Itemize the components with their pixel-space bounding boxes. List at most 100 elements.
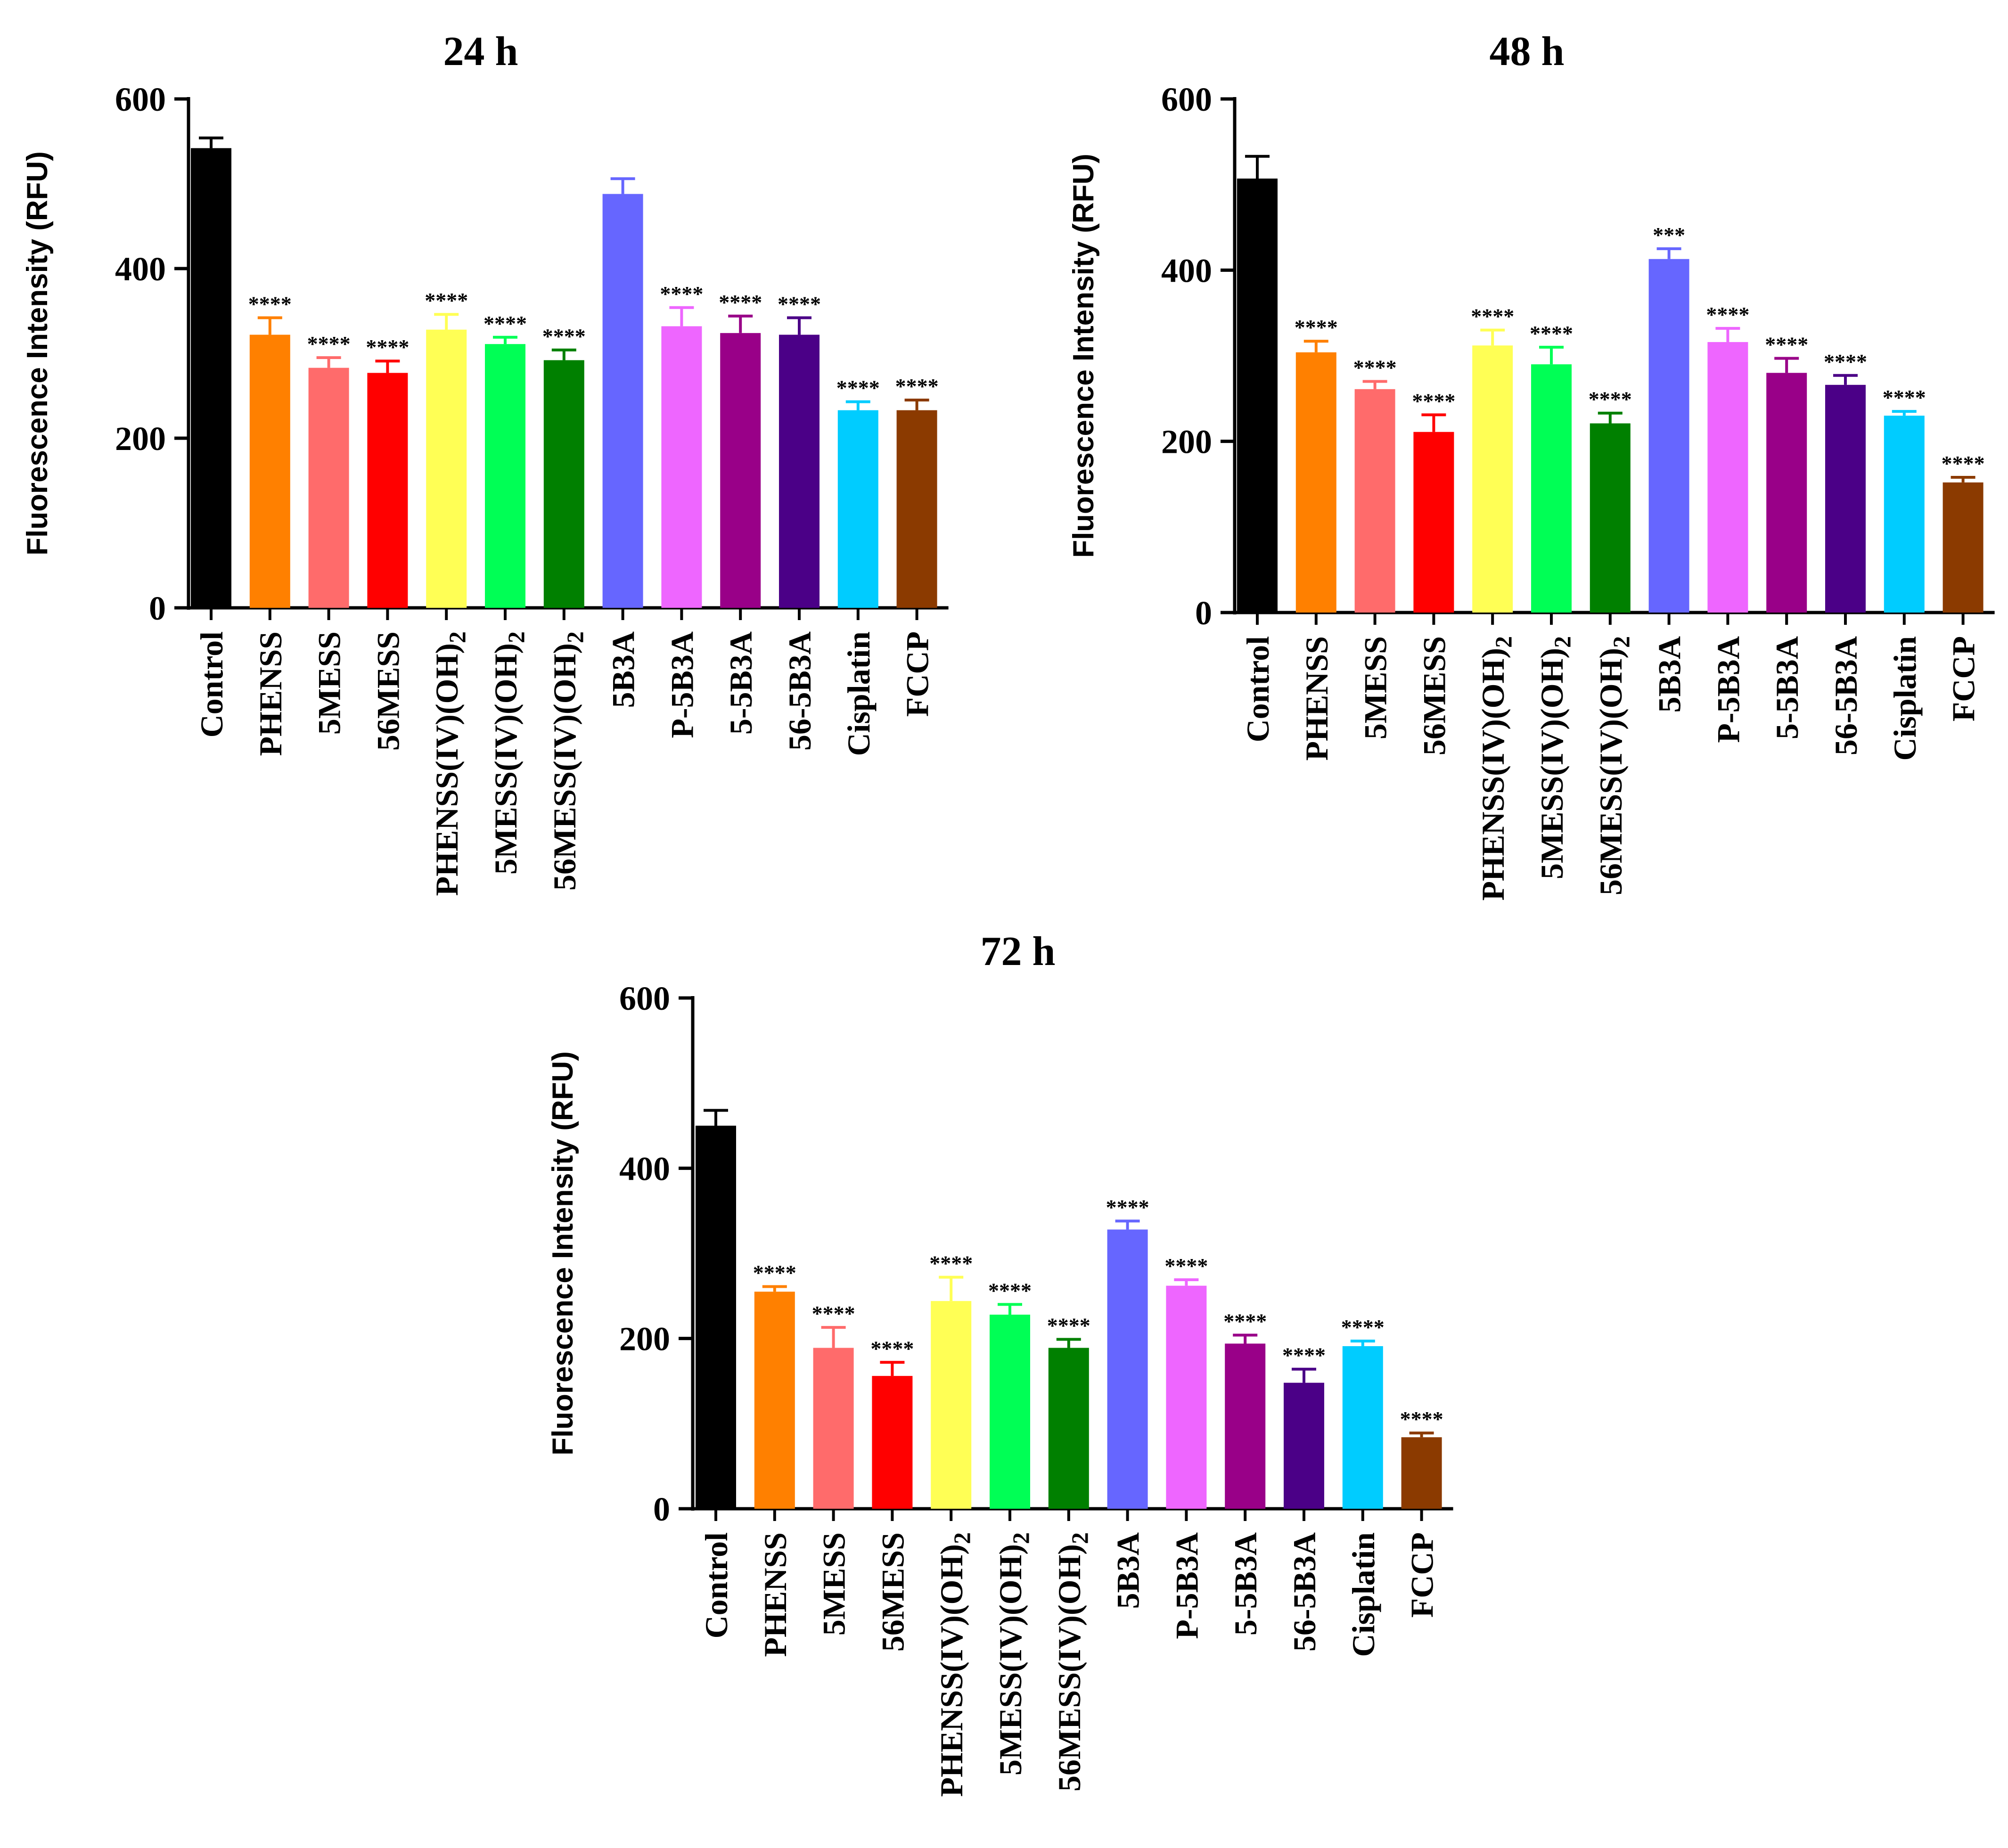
bar	[1295, 352, 1336, 613]
y-tick-label: 400	[619, 1150, 670, 1187]
x-tick-label: 5MESS	[311, 631, 347, 735]
bar	[661, 326, 702, 608]
x-tick-label: PHENSS(IV)(OH)2	[1475, 636, 1516, 900]
x-tick-label: PHENSS(IV)(OH)2	[429, 631, 470, 896]
significance-label: ****	[366, 335, 409, 359]
x-tick-label: 5MESS(IV)(OH)2	[488, 631, 529, 875]
significance-label: ****	[778, 292, 821, 316]
bar	[543, 360, 584, 608]
significance-label: ****	[1412, 389, 1455, 413]
bar	[754, 1292, 795, 1509]
significance-label: ****	[1471, 304, 1514, 328]
x-tick-label: P-5B3A	[664, 631, 700, 738]
bar	[1342, 1346, 1383, 1509]
y-tick-label: 200	[1161, 423, 1212, 461]
significance-label: ****	[988, 1278, 1032, 1302]
x-tick-label: 5B3A	[1110, 1532, 1146, 1609]
bar	[872, 1376, 913, 1509]
bar	[931, 1301, 972, 1509]
bar	[249, 335, 290, 608]
x-tick-label: 56MESS(IV)(OH)2	[547, 631, 588, 891]
x-tick-label: 56MESS	[875, 1532, 910, 1652]
significance-label: ****	[870, 1336, 914, 1360]
significance-label: ****	[484, 311, 527, 335]
y-tick-label: 600	[1161, 81, 1212, 118]
significance-label: ****	[1530, 321, 1573, 345]
y-tick-label: 200	[115, 420, 166, 458]
bar	[485, 344, 525, 608]
significance-label: ****	[1295, 315, 1338, 339]
bar	[896, 410, 937, 608]
x-tick-label: 5MESS	[816, 1532, 852, 1635]
bar	[1531, 364, 1572, 613]
x-tick-label: P-5B3A	[1169, 1532, 1205, 1639]
y-tick-label: 0	[1195, 594, 1212, 632]
significance-label: ****	[1883, 385, 1926, 409]
chart-2: 48 h Fluorescence Intensity (RFU) 0 200 400 6…	[1067, 29, 1995, 900]
x-tick-label: 56-5B3A	[1828, 636, 1864, 755]
bar	[1166, 1285, 1207, 1509]
significance-label: ****	[1589, 387, 1632, 411]
x-tick-label: 5-5B3A	[723, 631, 759, 735]
significance-label: ****	[1400, 1407, 1443, 1431]
bar	[1884, 416, 1925, 613]
significance-label: ****	[307, 332, 351, 356]
significance-label: ****	[1824, 350, 1867, 374]
bar	[191, 148, 231, 608]
bar	[1048, 1348, 1089, 1509]
x-tick-label: 5MESS	[1358, 636, 1393, 739]
bar	[1225, 1343, 1266, 1509]
significance-label: ****	[1282, 1343, 1326, 1367]
y-tick-label: 400	[1161, 252, 1212, 289]
significance-label: ***	[1653, 223, 1685, 247]
x-tick-label: Control	[1240, 636, 1276, 742]
bar	[1942, 482, 1983, 613]
x-tick-label: 56MESS	[370, 631, 406, 751]
bar	[308, 368, 349, 608]
x-tick-label: 56MESS(IV)(OH)2	[1051, 1532, 1093, 1791]
significance-label: ****	[812, 1301, 855, 1325]
y-tick-label: 200	[619, 1320, 670, 1358]
bar	[1413, 432, 1454, 613]
y-axis-label: Fluorescence Intensity (RFU)	[1067, 154, 1100, 558]
bar	[1825, 384, 1866, 613]
significance-label: ****	[542, 324, 586, 348]
significance-label: ****	[836, 376, 880, 400]
x-tick-label: Cisplatin	[1887, 636, 1923, 761]
chart-title: 72 h	[981, 929, 1056, 974]
x-tick-label: Control	[194, 631, 229, 737]
significance-label: ****	[895, 374, 939, 398]
x-tick-label: FCCP	[1404, 1532, 1440, 1618]
significance-label: ****	[1106, 1195, 1149, 1219]
significance-label: ****	[1164, 1254, 1208, 1278]
x-tick-label: 5B3A	[606, 631, 641, 708]
y-tick-label: 600	[115, 81, 166, 118]
bar	[426, 329, 467, 608]
chart-3: 72 h Fluorescence Intensity (RFU) 0 200 400 6…	[547, 929, 1453, 1797]
chart-1: 24 h Fluorescence Intensity (RFU) 0 200 400 6…	[21, 29, 949, 896]
bar	[367, 373, 408, 608]
x-tick-label: 56MESS(IV)(OH)2	[1593, 636, 1634, 895]
significance-label: ****	[1706, 303, 1749, 327]
y-tick-label: 0	[149, 589, 166, 627]
significance-label: ****	[660, 282, 703, 306]
significance-label: ****	[1341, 1315, 1385, 1339]
bar	[1766, 373, 1807, 613]
x-tick-label: 5-5B3A	[1228, 1532, 1263, 1635]
y-tick-label: 400	[115, 250, 166, 288]
y-tick-label: 0	[653, 1490, 670, 1528]
x-tick-label: PHENSS	[253, 631, 288, 756]
bar	[813, 1348, 854, 1509]
x-tick-label: Cisplatin	[841, 631, 877, 756]
bar	[1472, 345, 1513, 613]
y-axis-label: Fluorescence Intensity (RFU)	[21, 151, 54, 556]
significance-label: ****	[719, 290, 762, 314]
chart-title: 24 h	[443, 29, 518, 74]
x-tick-label: PHENSS	[1299, 636, 1335, 761]
bar	[837, 410, 878, 608]
significance-label: ****	[1942, 451, 1985, 475]
bar	[720, 333, 761, 608]
x-tick-label: 56-5B3A	[782, 631, 818, 751]
bar	[1354, 389, 1395, 613]
